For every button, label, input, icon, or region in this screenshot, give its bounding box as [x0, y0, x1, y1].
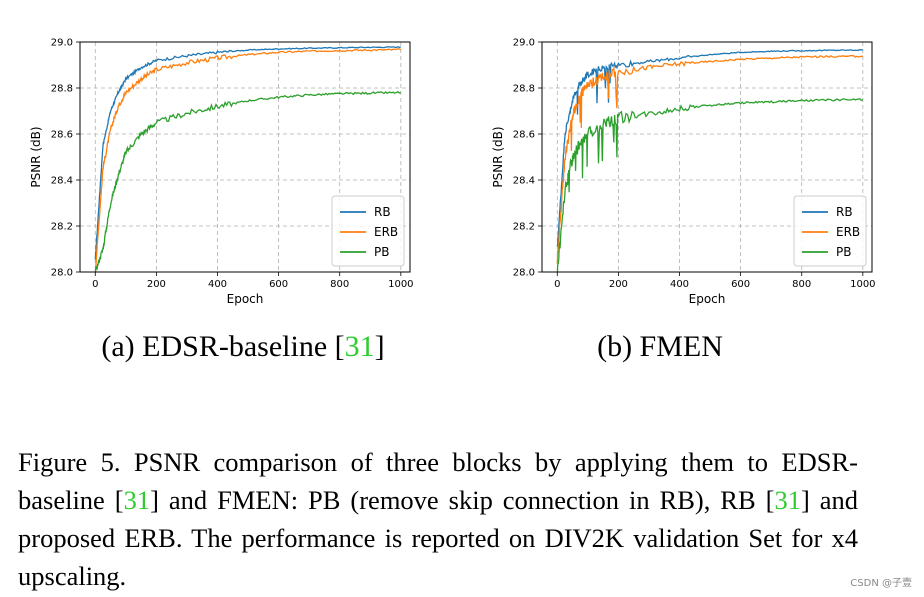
legend-label-erb: ERB: [836, 225, 860, 239]
y-tick-label: 28.2: [513, 222, 535, 233]
y-axis-label: PSNR (dB): [491, 126, 505, 187]
x-axis-label: Epoch: [689, 292, 726, 306]
series-line-pb: [556, 97, 864, 272]
subcaption-fmen: (b) FMEN: [597, 330, 723, 363]
plot-frame: [79, 41, 411, 273]
y-tick-label: 28.2: [51, 222, 73, 233]
figure-caption: Figure 5. PSNR comparison of three block…: [18, 443, 858, 595]
x-tick-label: 400: [208, 279, 227, 290]
legend-label-pb: PB: [836, 245, 851, 259]
y-tick-label: 29.0: [513, 38, 535, 49]
legend-label-rb: RB: [374, 205, 391, 219]
y-tick-label: 28.0: [51, 268, 73, 279]
legend-box: [793, 195, 867, 267]
caption-reference-2[interactable]: 31: [774, 485, 801, 515]
legend-box: [331, 195, 405, 267]
subcaption-a-suffix: ]: [374, 330, 385, 363]
x-tick-label: 0: [554, 279, 560, 290]
legend-label-pb: PB: [374, 245, 389, 259]
legend-label-rb: RB: [836, 205, 853, 219]
x-tick-label: 800: [330, 279, 349, 290]
caption-part-2: ] and FMEN: PB (remove skip connection i…: [150, 485, 775, 515]
y-tick-label: 28.4: [513, 176, 535, 187]
x-tick-label: 0: [92, 279, 98, 290]
x-tick-label: 400: [670, 279, 689, 290]
subcaption-a-prefix: (a) EDSR-baseline [: [101, 330, 345, 363]
y-tick-label: 29.0: [51, 38, 73, 49]
x-tick-label: 1000: [388, 279, 413, 290]
y-tick-label: 28.6: [513, 130, 535, 141]
series-line-pb: [94, 91, 401, 272]
x-tick-label: 200: [609, 279, 628, 290]
caption-part-1: Figure 5. PSNR comparison of three block…: [18, 447, 858, 515]
subcaption-a-reference[interactable]: 31: [344, 330, 375, 363]
y-tick-label: 28.8: [513, 84, 535, 95]
y-tick-label: 28.6: [51, 130, 73, 141]
caption-reference-1[interactable]: 31: [123, 485, 151, 515]
y-axis-label: PSNR (dB): [29, 126, 43, 187]
y-tick-label: 28.0: [513, 268, 535, 279]
y-tick-label: 28.8: [51, 84, 73, 95]
x-tick-label: 200: [147, 279, 166, 290]
x-tick-label: 800: [792, 279, 811, 290]
series-line-rb: [556, 49, 863, 247]
x-tick-label: 1000: [850, 279, 875, 290]
subcaption-edsr-baseline: (a) EDSR-baseline [31]: [101, 327, 384, 367]
y-tick-label: 28.4: [51, 176, 73, 187]
plot-frame: [541, 41, 873, 273]
series-line-erb: [94, 48, 402, 272]
chart-edsr-baseline: 0 200 400 600 800 1000 28.0 28.2 28.4 28.6 28.8 29.…: [29, 38, 414, 307]
x-tick-label: 600: [269, 279, 288, 290]
x-tick-label: 600: [731, 279, 750, 290]
chart-fmen: 0 200 400 600 800 1000 28.0 28.2 28.4 28.6 28.8 29.…: [491, 38, 876, 307]
series-line-erb: [556, 54, 863, 265]
x-axis-label: Epoch: [227, 292, 264, 306]
watermark: CSDN @子壹: [850, 578, 912, 589]
caption-part-3: ] and proposed ERB. The performance is r…: [18, 485, 858, 591]
series-line-rb: [94, 46, 401, 260]
legend-label-erb: ERB: [374, 225, 398, 239]
